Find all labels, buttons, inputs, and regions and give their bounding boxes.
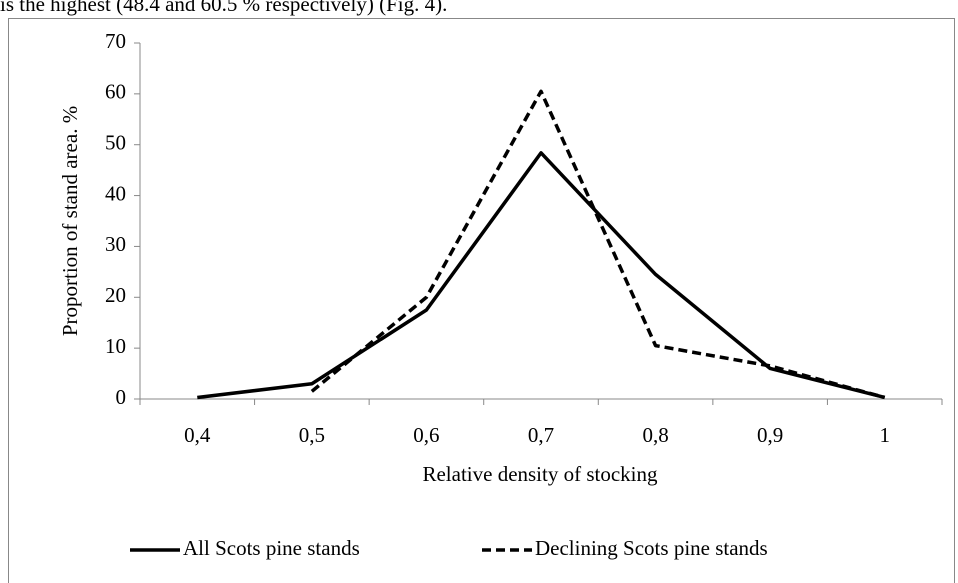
x-tick-label: 0,6 [413,423,439,447]
legend-label: All Scots pine stands [183,536,360,560]
legend-label: Declining Scots pine stands [535,536,768,560]
chart-frame [8,18,955,583]
y-tick-label: 50 [105,131,126,155]
y-tick-label: 70 [105,29,126,53]
x-tick-label: 0,8 [642,423,668,447]
series-line [197,151,886,400]
x-axis-title: Relative density of stocking [422,462,658,486]
x-tick-label: 0,9 [757,423,783,447]
y-tick-label: 40 [105,181,126,205]
y-tick-label: 20 [105,283,126,307]
y-tick-label: 10 [105,334,126,358]
y-tick-label: 60 [105,80,126,104]
x-tick-label: 1 [879,423,890,447]
y-tick-label: 0 [116,385,127,409]
x-tick-label: 0,5 [299,423,325,447]
x-tick-label: 0,7 [528,423,554,447]
y-tick-label: 30 [105,232,126,256]
x-tick-label: 0,4 [184,423,211,447]
series-line [310,89,886,400]
y-axis-title: Proportion of stand area. % [58,106,82,336]
body-text: is the highest (48.4 and 60.5 % respecti… [0,0,447,16]
